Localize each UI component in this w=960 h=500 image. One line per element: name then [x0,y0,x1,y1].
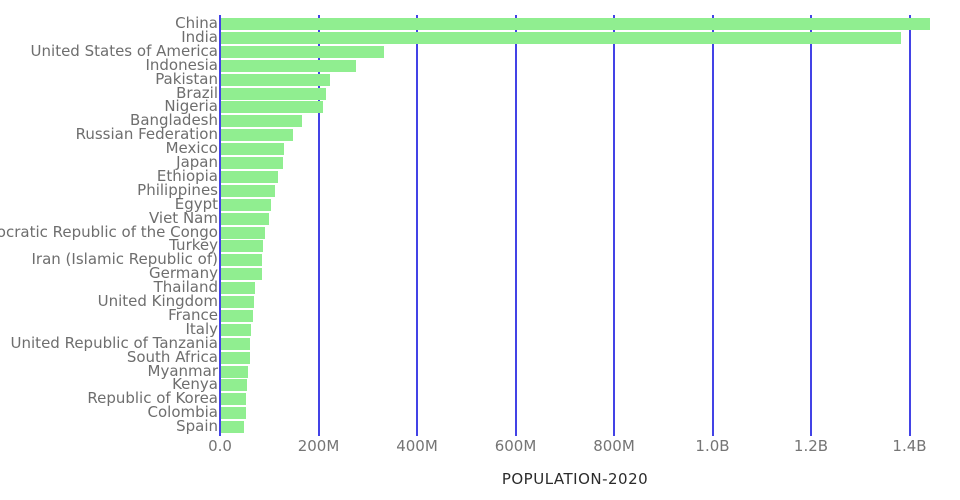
category-label: Indonesia [145,55,218,74]
bar [221,18,930,30]
bar [221,226,266,239]
category-label: Democratic Republic of the Congo [0,222,218,241]
bar [221,198,272,211]
category-label: China [175,14,218,32]
bar [221,87,326,100]
gridline [416,15,418,436]
bar [221,379,248,392]
bar [221,129,293,142]
gridline [711,15,714,436]
category-label: Kenya [172,375,218,394]
category-label: Italy [185,319,218,338]
category-label: United Republic of Tanzania [10,333,218,352]
category-label: Germany [149,264,218,283]
bar [221,407,247,420]
bar [221,59,356,72]
category-label: Philippines [137,180,218,199]
category-label: Viet Nam [148,208,218,227]
gridline [514,15,517,436]
bar [221,365,248,378]
category-label: Japan [176,153,218,171]
category-label: India [181,27,218,46]
category-label: United States of America [30,41,218,60]
category-label: South Africa [126,347,218,366]
category-label: Mexico [165,139,218,158]
bar [221,31,901,44]
bar [221,254,263,267]
bar [221,170,278,183]
category-label: Pakistan [155,69,218,88]
bar [221,143,285,156]
x-tick-label: 1.4B [892,437,927,455]
x-tick-label: 1.2B [793,437,829,455]
bar [221,115,303,128]
bar [221,101,323,114]
bar [221,157,284,169]
bar [221,282,256,295]
category-label: Bangladesh [130,111,218,130]
x-axis-title: POPULATION-2020 [501,470,649,488]
category-label: United Kingdom [97,292,218,310]
category-label: Ethiopia [156,166,218,185]
bar [221,240,263,253]
bar [221,393,247,406]
x-tick-label: 400M [396,437,438,455]
category-label: Iran (Islamic Republic of) [31,250,219,269]
bar [221,268,263,281]
category-label: Thailand [153,278,218,297]
gridline [613,15,615,436]
bar [221,212,269,225]
x-tick-label: 200M [297,437,340,455]
category-label: Turkey [169,236,218,255]
category-label: Russian Federation [75,125,218,144]
category-label: Colombia [147,403,219,422]
bar [221,309,254,322]
bar [221,45,385,58]
gridline [908,15,911,436]
x-tick-label: 800M [593,437,635,455]
x-tick-label: 1.0B [695,437,730,455]
gridline [317,15,320,436]
bar [221,296,255,308]
category-label: Nigeria [164,97,218,116]
x-tick-label: 600M [494,437,537,455]
bar [221,184,275,197]
category-label: Brazil [176,83,218,102]
category-label: Myanmar [147,361,219,380]
gridline [810,15,812,436]
bar [221,323,251,336]
category-label: Spain [176,417,218,436]
bar [221,73,330,86]
category-label: France [168,305,218,324]
category-label: Republic of Korea [87,389,218,408]
bar [221,337,251,350]
category-label: Egypt [174,194,218,213]
bar [221,351,251,364]
x-tick-label: 0.0 [208,437,232,455]
bar [221,421,245,434]
gridline [219,15,221,436]
